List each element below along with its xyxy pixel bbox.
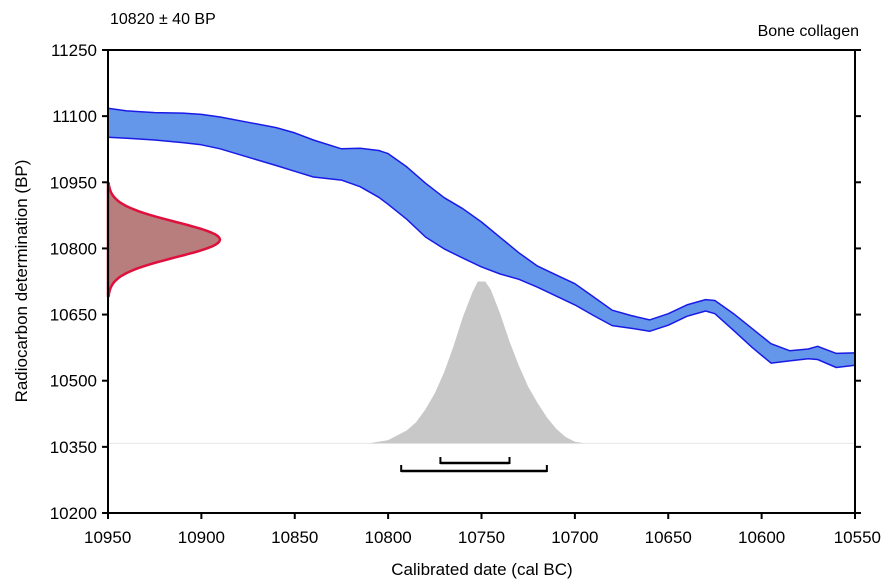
one-sigma-range-bar <box>439 457 511 465</box>
calibrated-distribution <box>369 281 585 444</box>
x-tick-label: 10850 <box>271 528 318 547</box>
x-tick-label: 10550 <box>834 528 881 547</box>
y-tick-label: 10350 <box>50 438 97 457</box>
x-tick-label: 10950 <box>84 528 131 547</box>
y-tick-label: 10800 <box>50 239 97 258</box>
axis-ticks: 10950 10900 10850 10800 10750 10700 10650 10600… <box>50 41 881 547</box>
y-tick-label: 10500 <box>50 372 97 391</box>
x-tick-label: 10800 <box>364 528 411 547</box>
y-tick-label: 10200 <box>50 504 97 523</box>
chart-title: 10820 ± 40 BP <box>110 11 216 28</box>
x-tick-label: 10900 <box>178 528 225 547</box>
y-tick-label: 10950 <box>50 173 97 192</box>
y-axis-label: Radiocarbon determination (BP) <box>12 160 31 403</box>
y-tick-label: 10650 <box>50 306 97 325</box>
measurement-distribution <box>106 181 222 298</box>
x-tick-label: 10750 <box>458 528 505 547</box>
x-axis-label: Calibrated date (cal BC) <box>391 560 572 579</box>
x-tick-label: 10700 <box>551 528 598 547</box>
x-tick-label: 10650 <box>645 528 692 547</box>
y-tick-label: 11250 <box>51 41 97 60</box>
y-tick-label: 11100 <box>52 107 97 126</box>
x-tick-label: 10600 <box>738 528 785 547</box>
two-sigma-range-bar <box>400 465 548 473</box>
chart-subtitle: Bone collagen <box>758 23 859 40</box>
plot-area <box>106 49 856 514</box>
